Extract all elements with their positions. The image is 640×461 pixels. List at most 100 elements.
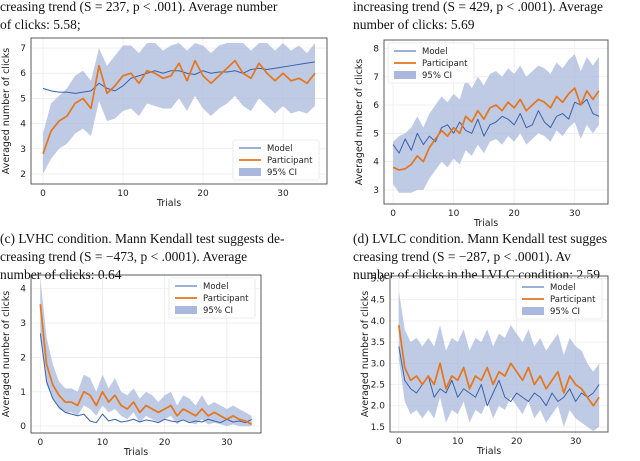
y-tick-label: 1.5 (371, 423, 385, 433)
y-tick-label: 4 (373, 158, 379, 168)
caption-line: of clicks: 5.58; (0, 17, 81, 32)
x-tick-label: 20 (159, 438, 171, 448)
x-tick-label: 30 (570, 437, 582, 447)
y-tick-label: 6 (20, 69, 26, 79)
y-tick-label: 3 (373, 186, 379, 196)
x-axis-label: Trials (156, 198, 181, 209)
legend-label: Model (422, 47, 448, 57)
series-line-model (39, 333, 252, 424)
series-line-participant (397, 325, 600, 407)
x-tick-label: 0 (40, 189, 46, 199)
y-tick-label: 0 (20, 422, 26, 432)
legend-label: Participant (203, 294, 249, 304)
y-axis-label: Averaged number of clicks (1, 48, 12, 175)
ci-band (398, 291, 600, 432)
x-tick-label: 0 (37, 438, 43, 448)
series-line-participant (39, 304, 253, 426)
legend-label: Participant (550, 295, 596, 305)
y-tick-label: 4.5 (371, 296, 385, 306)
x-tick-label: 0 (390, 209, 396, 219)
legend-label: Model (267, 144, 293, 154)
y-tick-label: 7 (373, 73, 379, 83)
caption-line: increasing trend (S = 429, p < .0001). A… (353, 0, 604, 14)
y-axis-label: Averaged number of clicks (1, 291, 12, 418)
series-line-participant (42, 59, 316, 155)
series-line-model (42, 61, 316, 94)
y-tick-label: 4.0 (371, 317, 386, 327)
y-tick-label: 4 (20, 120, 26, 130)
y-tick-label: 2 (20, 353, 26, 363)
y-tick-label: 5 (373, 129, 379, 139)
x-tick-label: 20 (511, 437, 523, 447)
chart-a: 0 10 20 30 2 3 4 5 6 7 Trials Averaged number of cl… (1, 37, 328, 209)
y-tick-label: 8 (373, 44, 379, 54)
ci-band (40, 278, 252, 427)
caption-line: (d) LVLC condition. Mann Kendall test su… (353, 231, 608, 246)
legend-swatch-ci (394, 71, 416, 79)
x-axis-label: Trials (123, 447, 148, 458)
legend-label: Model (203, 282, 229, 292)
x-tick-label: 30 (221, 438, 233, 448)
caption-line: creasing trend (S = −287, p < .0001). Av (353, 249, 571, 264)
y-tick-label: 5.0 (371, 275, 386, 285)
legend-label: 95% CI (267, 168, 297, 178)
plot-frame (389, 275, 609, 433)
y-tick-label: 3 (20, 145, 26, 155)
chart-d: 0 10 20 30 1.5 2.0 2.5 3.0 3.5 4.0 4.5 5.0 Trials Ave… (360, 275, 609, 457)
caption-c: (c) LVHC condition. Mann Kendall test su… (0, 230, 284, 284)
ci-band (393, 54, 599, 193)
series-line-model (392, 98, 600, 154)
y-tick-label: 2 (20, 170, 26, 180)
y-axis-label: Averaged number of clicks (354, 59, 365, 186)
y-tick-label: 2.0 (371, 402, 386, 412)
x-tick-label: 10 (117, 189, 129, 199)
legend-swatch-ci (175, 306, 197, 314)
y-tick-label: 2.5 (371, 381, 385, 391)
caption-line: number of clicks: 5.69 (353, 17, 475, 32)
plot-frame (30, 37, 328, 185)
y-tick-label: 3 (20, 319, 26, 329)
legend-label: 95% CI (550, 307, 580, 317)
legend-label: Participant (422, 59, 468, 69)
chart-b: 0 10 20 30 3 4 5 6 7 8 Trials Averaged number of cl… (354, 39, 609, 229)
x-tick-label: 30 (569, 209, 581, 219)
legend-label: Participant (267, 156, 313, 166)
plot-frame (30, 274, 262, 434)
x-axis-label: Trials (476, 446, 501, 457)
y-tick-label: 7 (20, 44, 26, 54)
y-tick-label: 5 (20, 94, 26, 104)
y-tick-label: 6 (373, 101, 379, 111)
x-axis-label: Trials (473, 218, 498, 229)
legend-label: Model (550, 283, 576, 293)
x-tick-label: 10 (97, 438, 109, 448)
x-tick-label: 10 (452, 437, 464, 447)
legend-swatch-ci (522, 307, 544, 315)
series-line-participant (392, 87, 600, 171)
caption-top-right: increasing trend (S = 429, p < .0001). A… (353, 0, 603, 34)
legend: Model Participant 95% CI (232, 139, 320, 181)
y-tick-label: 3.5 (371, 338, 385, 348)
caption-line: (c) LVHC condition. Mann Kendall test su… (0, 231, 285, 246)
chart-c: 0 10 20 30 0 1 2 3 4 Trials Averaged number of cli… (1, 274, 262, 458)
legend-swatch-ci (239, 168, 261, 176)
y-tick-label: 4 (20, 285, 26, 295)
x-tick-label: 20 (508, 209, 520, 219)
legend: Model Participant 95% CI (515, 278, 603, 320)
caption-line: creasing trend (S = −473, p < .0001). Av… (0, 249, 248, 264)
caption-line: creasing trend (S = 237, p < .001). Aver… (0, 0, 278, 14)
y-tick-label: 1 (20, 388, 26, 398)
x-tick-label: 0 (396, 437, 402, 447)
caption-top-left: creasing trend (S = 237, p < .001). Aver… (0, 0, 277, 34)
legend-label: 95% CI (422, 71, 452, 81)
legend: Model Participant 95% CI (387, 42, 475, 84)
series-line-model (398, 346, 600, 407)
plot-frame (383, 39, 609, 205)
x-tick-label: 30 (277, 189, 289, 199)
x-tick-label: 20 (197, 189, 209, 199)
y-tick-label: 3.0 (371, 359, 386, 369)
legend: Model Participant 95% CI (168, 277, 256, 319)
legend-label: 95% CI (203, 306, 233, 316)
caption-line: number of clicks: 0.64 (0, 267, 122, 282)
x-tick-label: 10 (448, 209, 460, 219)
